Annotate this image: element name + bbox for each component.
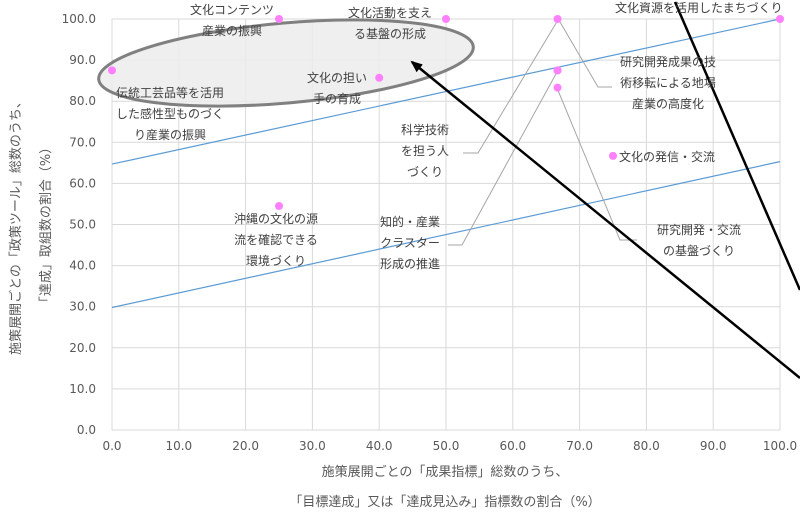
trend-line [111, 161, 781, 309]
point-label-line: 手の育成 [313, 91, 361, 106]
point-label-line: 文化資源を活用したまちづくり [615, 0, 783, 15]
point-label-line: 科学技術 [401, 122, 449, 137]
annotation-arrow [410, 60, 800, 379]
y-tick-label: 40.0 [69, 259, 96, 273]
point-label-line: 術移転による地場 [620, 76, 716, 90]
annotation-arrows [410, 1, 800, 379]
grid-lines [111, 18, 781, 431]
y-tick-label: 50.0 [69, 218, 96, 232]
x-axis-title-line-1: 施策展開ごとの「成果指標」総数のうち、 [322, 464, 569, 480]
highlight-ellipse-layer [97, 18, 475, 108]
x-tick-label: 90.0 [700, 439, 727, 453]
y-tick-label: 0.0 [77, 423, 96, 437]
point-label-line: 流を確認できる [234, 232, 318, 247]
y-tick-label: 100.0 [62, 12, 96, 26]
x-tick-label: 50.0 [433, 439, 460, 453]
leader-line [463, 19, 559, 154]
point-label-line: る基盤の形成 [354, 27, 426, 41]
trend-line [111, 18, 781, 165]
data-point [553, 15, 562, 23]
data-points [108, 15, 784, 211]
y-tick-label: 70.0 [69, 135, 96, 149]
y-tick-labels: 0.0 10.0 20.0 30.0 40.0 50.0 60.0 70.0 80.0 90.0 1… [62, 12, 96, 437]
data-point [442, 15, 450, 23]
data-point [275, 202, 283, 211]
point-label-line: を担う人 [401, 144, 449, 158]
y-tick-label: 30.0 [69, 300, 96, 314]
point-label-line: 産業の高度化 [632, 96, 704, 111]
leader-line [559, 21, 612, 88]
data-point [553, 66, 562, 75]
leader-lines [448, 19, 637, 246]
y-tick-label: 80.0 [69, 94, 96, 108]
point-label-line: 産業の振興 [202, 23, 262, 38]
data-point [375, 73, 384, 82]
y-tick-label: 60.0 [69, 176, 96, 190]
point-label-line: 知的・産業 [380, 214, 440, 229]
point-label-line: 環境づくり [246, 253, 306, 268]
annotation-line [673, 1, 800, 291]
x-tick-label: 40.0 [366, 439, 393, 453]
point-label-line: の基盤づくり [663, 244, 735, 258]
x-tick-label: 70.0 [566, 439, 593, 453]
point-label-line: 研究開発・交流 [657, 222, 741, 237]
point-label-line: 形成の推進 [380, 257, 440, 271]
x-tick-label: 100.0 [763, 439, 797, 453]
y-tick-label: 20.0 [69, 341, 96, 355]
leader-line [448, 71, 558, 246]
x-tick-label: 30.0 [299, 439, 326, 453]
data-point [553, 83, 562, 92]
y-tick-label: 90.0 [69, 53, 96, 67]
point-label-line: した感性型ものづく [116, 106, 224, 121]
point-label-line: 文化の発信・交流 [619, 149, 715, 164]
point-label-line: 文化活動を支え [348, 5, 432, 20]
x-tick-label: 60.0 [499, 439, 526, 453]
trend-lines [111, 18, 781, 309]
x-tick-label: 10.0 [165, 439, 192, 453]
point-label-line: 研究開発成果の技 [620, 54, 716, 69]
data-point [108, 66, 116, 75]
data-point [275, 15, 283, 23]
highlight-ellipse [97, 18, 475, 108]
leader-line [556, 87, 637, 241]
point-label-line: り産業の振興 [134, 127, 206, 142]
x-axis-title-line-2: 「目標達成」又は「達成見込み」指標数の割合（%） [289, 494, 600, 510]
x-tick-label: 20.0 [232, 439, 259, 453]
data-point [609, 151, 617, 160]
y-axis-title-line-1: 施策展開ごとの「政策ツール」総数のうち、 [8, 95, 24, 355]
point-label: 文化の発信・交流 [619, 149, 715, 164]
point-label: 文化資源を活用したまちづくり [615, 0, 783, 15]
data-point [776, 15, 784, 23]
point-label-line: 文化コンテンツ [190, 2, 274, 17]
x-tick-label: 80.0 [633, 439, 660, 453]
point-label-line: 沖縄の文化の源 [234, 211, 318, 226]
point-label-line: 伝統工芸品等を活用 [116, 86, 224, 100]
x-tick-labels: 0.0 10.0 20.0 30.0 40.0 50.0 60.0 70.0 80.0 90.0 1… [102, 439, 797, 453]
y-tick-label: 10.0 [69, 382, 96, 396]
point-label-line: クラスター [380, 236, 440, 250]
y-axis-title-line-2: 「達成」取組数の割合（%） [38, 141, 54, 309]
x-tick-label: 0.0 [102, 439, 121, 453]
point-label-line: づくり [407, 165, 443, 179]
point-label-line: 文化の担い [307, 70, 367, 85]
